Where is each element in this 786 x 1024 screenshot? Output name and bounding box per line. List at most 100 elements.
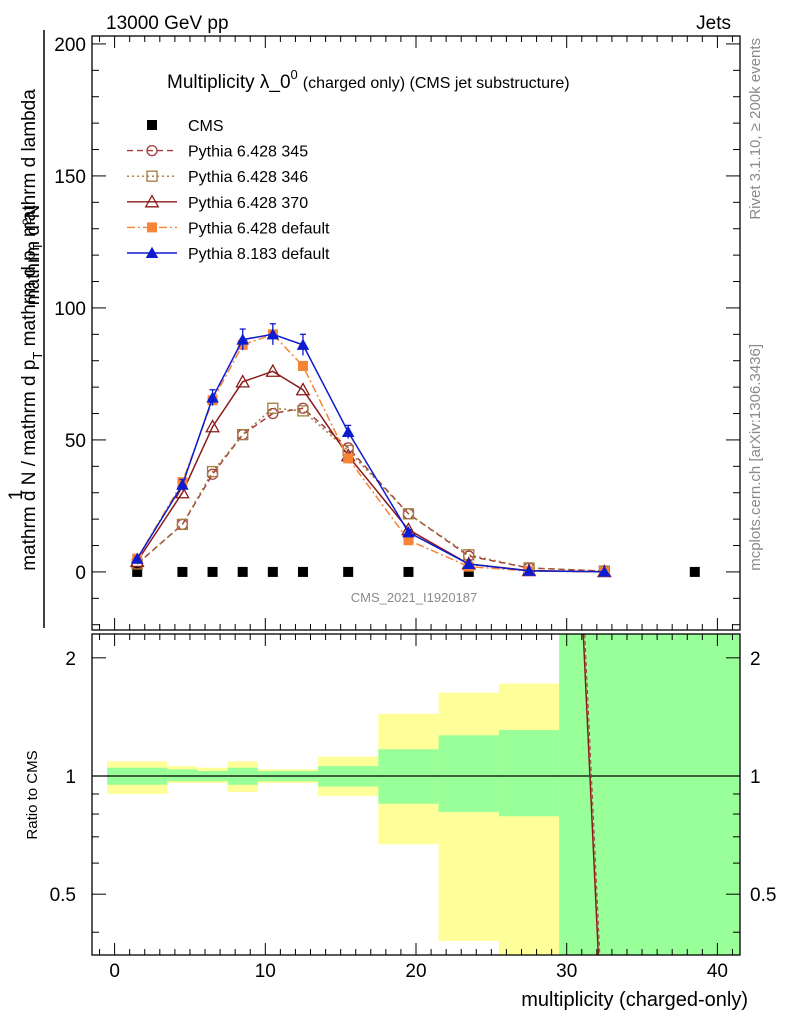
series-pythia-6-428-345 [131,402,611,577]
data-point [237,428,249,441]
data-point [598,565,611,577]
legend-item: Pythia 6.428 346 [127,169,308,186]
ratio-y-tick-label-right: 2 [750,649,761,670]
data-point [295,382,311,396]
series-line [136,407,605,572]
legend-label: CMS [188,118,224,135]
data-point [206,465,219,478]
header-right: Jets [696,13,731,34]
ratio-y-tick-label-right: 0.5 [750,885,776,906]
mcplots-label: mcplots.cern.ch [arXiv:1306.3436] [747,344,764,571]
legend: CMS Pythia 6.428 345 Pythia 6.428 346 Pythi… [127,118,330,263]
series-line [136,407,605,572]
legend-label: Pythia 6.428 345 [188,144,308,161]
legend-label: Pythia 6.428 370 [188,195,308,212]
stat-uncertainty-band [167,769,198,782]
ratio-y-tick-label: 0.5 [50,885,76,906]
legend-item: Pythia 8.183 default [127,246,330,263]
x-tick-label: 10 [255,961,276,982]
data-point [206,391,219,403]
legend-marker [144,194,160,208]
series-line [136,333,605,573]
stat-uncertainty-band [498,729,560,817]
legend-item: Pythia 6.428 370 [127,194,308,212]
y-tick-label: 100 [54,299,86,320]
data-point [267,566,278,577]
stat-uncertainty-band [559,634,740,955]
data-point [237,428,249,441]
data-point [176,518,189,531]
ratio-y-tick-label-right: 1 [750,767,761,788]
data-point [267,402,279,414]
series-pythia-6-428-default [132,329,610,577]
plot-title: Multiplicity λ_00 (charged only) (CMS jet… [167,67,570,93]
plot-title-sup: 0 [291,67,298,82]
data-point [341,425,355,437]
ratio-y-tick-label: 1 [65,767,76,788]
total-uncertainty-band [438,692,499,941]
data-point [132,566,143,577]
data-point [522,564,536,576]
legend-label: Pythia 8.183 default [188,246,330,263]
y-tick-label: 150 [54,167,86,188]
y-label-numerator: mathrm d2N [20,205,44,306]
main-y-axis-label: 1 mathrm d2N mathrm d N / mathrm d pT ma… [6,30,45,628]
data-point [689,566,700,577]
plot-title-main: Multiplicity λ_0 [167,72,291,93]
legend-label: Pythia 6.428 346 [188,169,308,186]
legend-marker [147,120,157,130]
data-point [130,552,144,564]
plot-title-sub: (charged only) (CMS jet substructure) [303,75,570,92]
y-label-one: 1 [6,490,27,501]
data-point [343,566,354,577]
data-point [176,478,189,490]
data-point [403,535,414,546]
stat-uncertainty-band [438,735,499,812]
legend-item: CMS [147,118,224,135]
ratio-y-tick-label: 2 [65,649,76,670]
ratio-panel: 0 10 20 30 40 0.5 0.5 1 1 2 2 [50,633,776,982]
data-point [175,485,190,499]
series-line [136,333,605,573]
data-point [266,328,280,340]
data-point [403,566,414,577]
y-tick-label: 0 [75,563,86,584]
legend-item: Pythia 6.428 default [127,220,330,237]
data-point [205,419,220,433]
data-point [297,405,309,417]
legend-marker [145,246,159,258]
legend-marker [146,144,158,157]
series-pythia-8-183-default [130,323,611,577]
data-point [237,566,248,577]
series-cms [132,566,700,577]
x-tick-label: 30 [556,961,577,982]
legend-item: Pythia 6.428 345 [127,144,308,161]
x-tick-label: 20 [405,961,426,982]
data-point [265,363,281,377]
x-tick-label: 40 [707,961,728,982]
y-label-denominator: mathrm d N / mathrm d pT mathrm d pT mat… [19,89,45,571]
data-point [297,361,308,371]
header-left: 13000 GeV pp [106,13,229,34]
legend-label: Pythia 6.428 default [188,220,330,237]
total-uncertainty-band [498,683,560,955]
x-tick-label: 0 [109,961,120,982]
ratio-curve [584,633,601,956]
data-point [177,566,188,577]
ratio-y-label: Ratio to CMS [24,750,41,839]
data-point [343,453,354,464]
rivet-label: Rivet 3.1.10, ≥ 200k events [747,38,764,220]
data-point [402,526,415,538]
data-point [463,566,474,577]
data-point [402,508,415,520]
analysis-label: CMS_2021_I1920187 [351,590,478,605]
x-axis-label: multiplicity (charged-only) [521,989,748,1011]
ratio-curve [582,633,600,956]
legend-marker [146,170,158,182]
legend-marker [147,222,157,233]
data-point [296,338,310,350]
y-tick-label: 50 [65,431,86,452]
main-panel: 0 50 100 150 200 [54,35,741,631]
data-point [297,566,308,577]
